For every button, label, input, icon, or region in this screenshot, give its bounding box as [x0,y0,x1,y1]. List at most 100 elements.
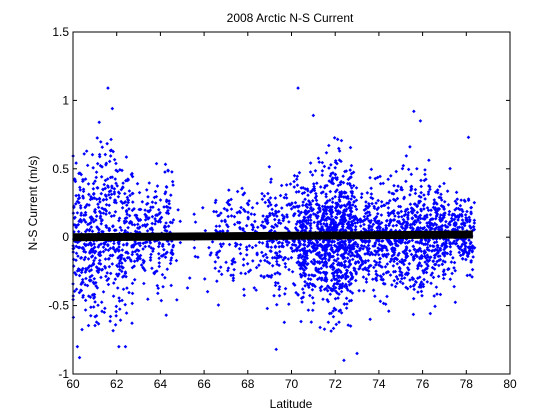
data-point [362,214,367,219]
data-point [468,273,472,277]
data-point [460,256,465,261]
data-point [399,225,404,229]
data-point [224,260,228,265]
data-point [229,207,234,211]
data-point [210,240,215,244]
data-point [355,220,360,225]
data-point [386,240,391,244]
data-point [336,274,341,279]
data-point [231,273,235,278]
data-point [384,252,389,257]
data-point [327,166,331,170]
data-point [448,220,452,224]
data-point [301,218,306,223]
data-point [283,225,288,230]
data-point [344,273,349,278]
data-point [338,228,343,232]
data-point [404,207,408,212]
data-point [472,200,477,205]
data-point [78,206,83,210]
data-point [350,257,355,262]
data-point [329,212,333,217]
data-point [93,179,97,184]
data-point [460,209,465,214]
data-point [74,251,79,256]
data-point [283,265,288,269]
data-point [330,204,335,209]
data-point [386,211,391,215]
data-point [422,242,426,247]
data-point [168,261,173,266]
data-point [146,297,150,302]
data-point [111,294,116,298]
data-point [323,252,327,257]
data-point [410,276,415,280]
data-point [152,195,157,200]
data-point [112,190,117,194]
data-point [104,197,109,202]
data-point [300,226,305,230]
data-point [469,210,473,214]
data-point [309,218,313,223]
data-point [431,223,436,228]
data-point [229,214,234,218]
data-point [214,209,219,214]
data-point [327,228,332,233]
data-point [368,175,372,180]
data-point [369,167,374,172]
data-point [470,249,475,253]
data-point [141,265,145,270]
data-point [385,237,389,242]
data-point [282,195,287,200]
data-point [85,163,90,168]
data-point [411,258,416,262]
data-point [82,152,86,156]
data-point [403,223,408,228]
data-point [373,218,377,223]
data-point [104,162,108,167]
data-point [326,242,331,246]
data-point [171,183,175,187]
data-point [419,264,424,268]
data-point [454,190,459,195]
data-point [350,215,355,219]
data-point [277,218,281,223]
data-point [157,218,162,223]
data-point [321,240,326,244]
data-point [472,227,477,232]
data-point [96,245,101,249]
data-point [412,220,416,224]
data-point [311,261,316,266]
data-point [299,262,304,267]
data-point [394,274,399,279]
data-point [348,175,352,180]
data-point [218,265,223,269]
data-point [384,223,388,228]
data-point [146,209,150,213]
data-point [159,298,164,303]
data-point [299,255,304,260]
data-point [460,227,465,231]
data-point [378,256,382,261]
data-point [443,223,447,228]
data-point [353,221,357,225]
data-point [139,263,144,267]
x-tick-label: 70 [285,377,299,391]
data-point [453,268,458,273]
data-point [297,189,301,194]
data-point [358,224,363,228]
data-point [366,205,370,210]
data-point [119,228,124,232]
data-point [374,220,378,225]
data-point [392,250,397,255]
data-point [428,212,433,217]
data-point [83,213,88,217]
data-point [123,258,128,263]
data-point [464,257,468,262]
data-point [285,215,290,219]
data-point [366,228,371,233]
data-point [374,276,378,280]
data-point [250,245,255,250]
data-point [306,193,310,197]
data-point [443,260,447,264]
